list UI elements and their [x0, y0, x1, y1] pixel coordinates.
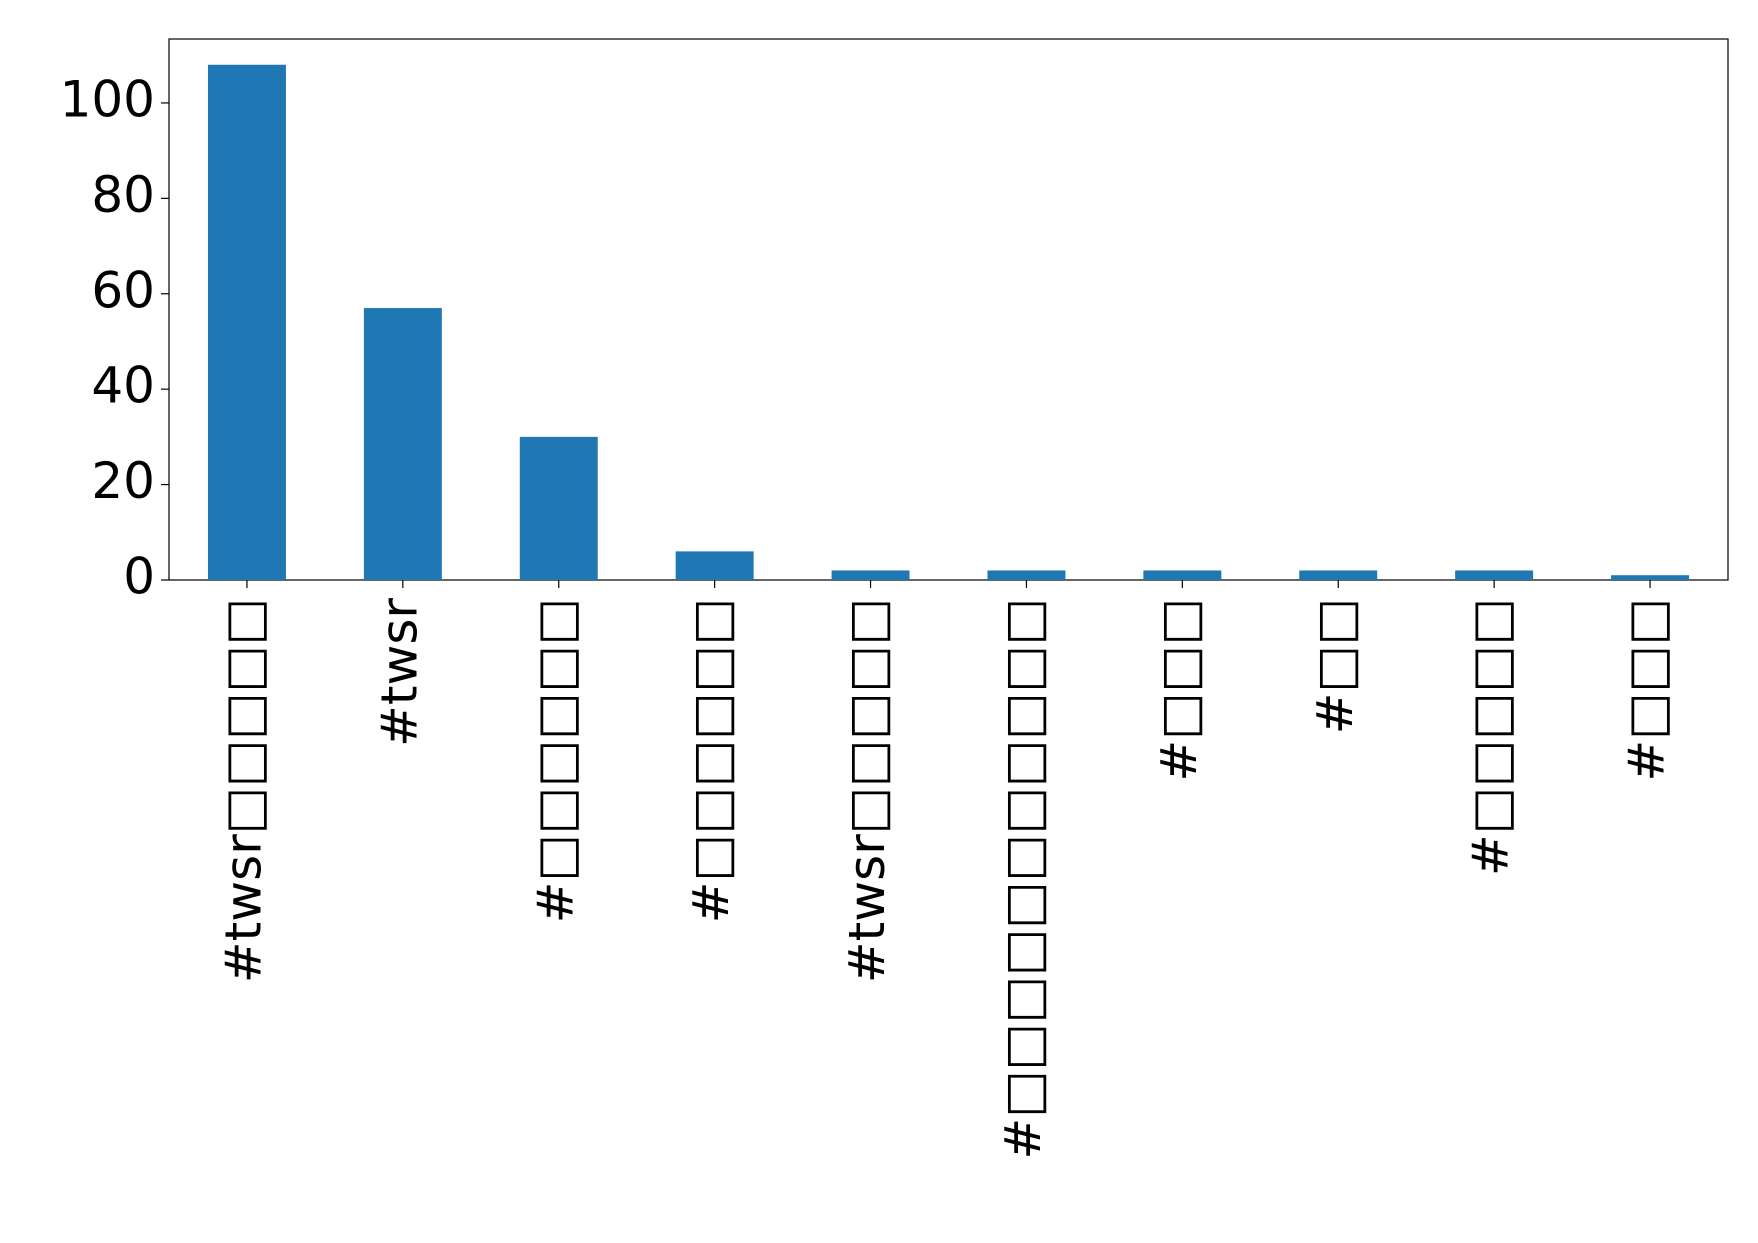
bar [1299, 570, 1378, 580]
bar [519, 436, 598, 580]
x-tick-label: #□□□ [1150, 598, 1208, 782]
plot-frame [168, 38, 1729, 581]
x-tick-label: #□□□□□ [1462, 598, 1520, 876]
bar [207, 64, 286, 580]
y-tick-label: 20 [91, 452, 155, 510]
bar [1611, 575, 1690, 580]
y-tick-label: 0 [123, 548, 155, 606]
x-tick-label: #twsr□□□□□ [838, 598, 896, 983]
y-tick-label: 60 [91, 261, 155, 319]
bar [831, 570, 910, 580]
y-tick-label: 40 [91, 357, 155, 415]
bar [1143, 570, 1222, 580]
x-tick-label: #twsr [370, 598, 428, 747]
x-tick-label: #twsr□□□□□ [214, 598, 272, 983]
x-tick-label: #□□□□□□ [526, 598, 584, 923]
x-tick-label: #□□ [1306, 598, 1364, 734]
bar [987, 570, 1066, 580]
y-tick-label: 80 [91, 166, 155, 224]
y-tick-label: 100 [60, 70, 155, 128]
bar [363, 308, 442, 580]
x-tick-label: #□□□ [1618, 598, 1676, 782]
x-tick-label: #□□□□□□□□□□□ [994, 598, 1052, 1160]
x-tick-label: #□□□□□□ [682, 598, 740, 923]
bar [675, 551, 754, 580]
bar [1455, 570, 1534, 580]
